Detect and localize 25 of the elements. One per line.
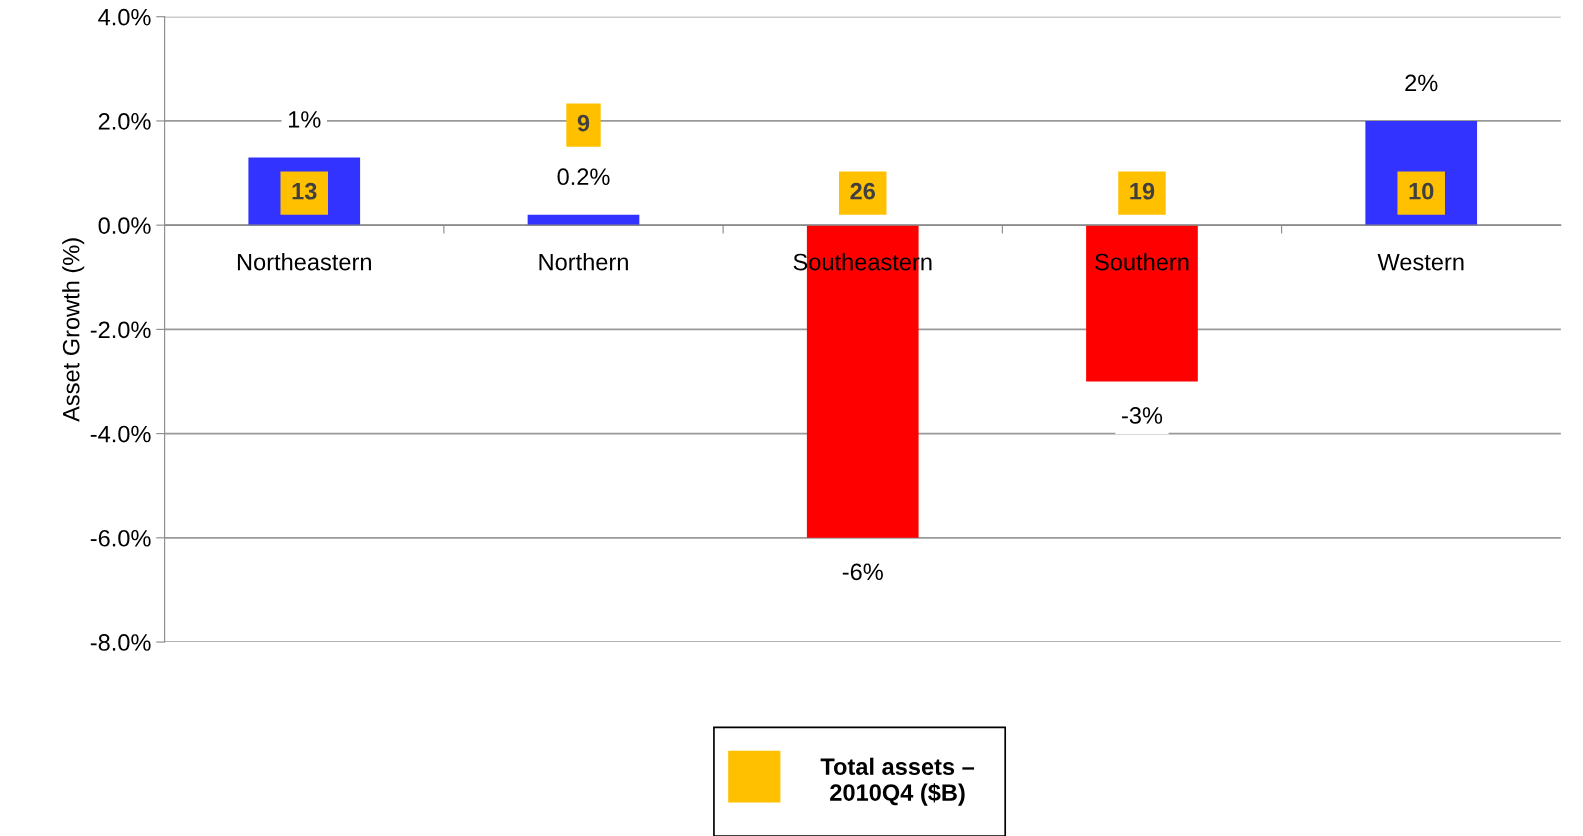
y-axis-title: Asset Growth (%) (62, 238, 85, 422)
annotation: 9 (577, 114, 590, 132)
text: Total assets – 2010Q4 ($B) (820, 757, 975, 806)
data-label: 2% (1405, 74, 1438, 92)
y-tick-label: -4.0% (90, 425, 151, 443)
y-tick-label: 4.0% (98, 8, 151, 26)
x-tick-label: Northern (539, 253, 628, 271)
y-tick-label: 2.0% (98, 113, 151, 130)
annotation: 19 (1130, 182, 1155, 200)
annotation: 26 (850, 182, 876, 200)
y-tick-label: -2.0% (90, 321, 151, 339)
x-tick-label: Northeastern (237, 253, 371, 271)
bar (527, 214, 640, 226)
x-tick-label: Southern (1095, 253, 1189, 271)
bar (1086, 225, 1198, 382)
annotation: 10 (1409, 182, 1434, 200)
data-label: 0.2% (557, 168, 610, 186)
data-label: -3% (1122, 407, 1163, 424)
y-tick-label: -6.0% (90, 529, 151, 547)
y-tick-label: -8.0% (90, 634, 151, 651)
data-label: -6% (842, 563, 883, 581)
x-tick-label: Western (1377, 253, 1464, 271)
data-label: 1% (288, 111, 321, 128)
annotation: 13 (292, 182, 317, 200)
y-tick-label: 0.0% (98, 217, 151, 234)
